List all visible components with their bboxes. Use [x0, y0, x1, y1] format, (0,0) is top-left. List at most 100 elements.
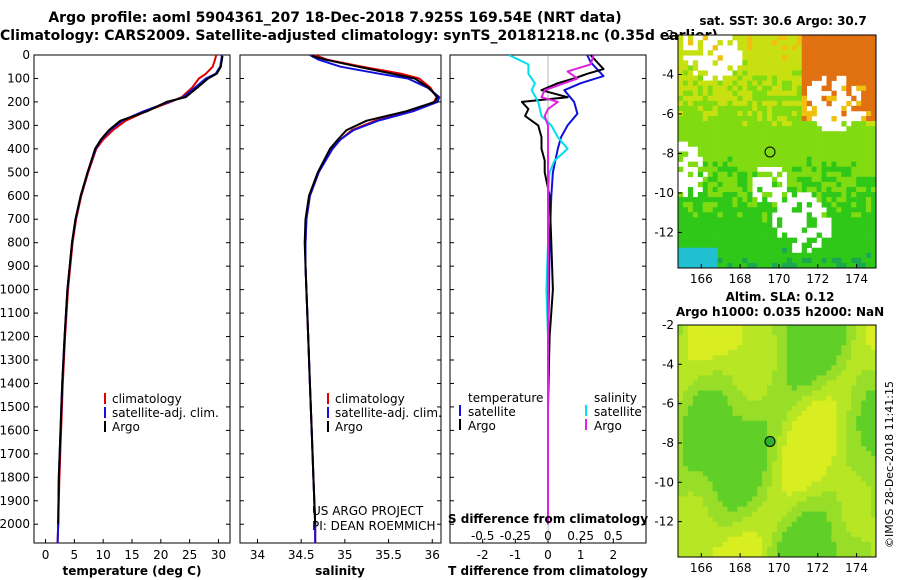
sst-map-cell [796, 80, 803, 86]
sst-map-cell [836, 192, 842, 198]
sst-map-cell [697, 257, 704, 264]
sla-map-cell [806, 491, 812, 497]
sst-map-cell [777, 90, 783, 97]
sst-map-cell [781, 40, 788, 46]
sst-map-cell [707, 171, 713, 178]
sst-map-cell [841, 197, 847, 203]
sla-map-cell [762, 425, 768, 432]
sst-map-cell [826, 131, 832, 137]
sla-map-cell [826, 491, 832, 497]
sst-map-cell [678, 90, 684, 97]
sst-map-cell [702, 70, 708, 76]
sst-map-cell [707, 217, 713, 223]
sla-map-cell [678, 415, 684, 422]
sla-map-cell [702, 390, 708, 396]
sst-map-cell [871, 80, 877, 86]
sla-map-cell [846, 501, 852, 507]
sst-map-cell [836, 70, 842, 76]
sla-map-cell [821, 521, 827, 528]
sst-map-cell [786, 100, 793, 107]
sst-map-cell [816, 65, 822, 71]
sla-map-cell [816, 486, 822, 492]
sla-map-cell [692, 350, 699, 356]
sla-map-cell [712, 521, 718, 528]
sla-map-cell [816, 330, 822, 336]
sla-map-cell [757, 350, 763, 356]
sst-map-cell [717, 212, 723, 218]
sst-map-cell [781, 55, 788, 61]
sla-map-cell [856, 526, 862, 533]
sst-map-cell [747, 105, 753, 112]
sst-map-cell [747, 55, 753, 61]
sla-map-cell [841, 350, 847, 356]
sla-map-cell [836, 345, 842, 351]
sla-map-cell [767, 410, 773, 417]
sst-map-cell [781, 60, 788, 66]
sla-map-cell [801, 471, 807, 477]
sst-map-cell [682, 60, 689, 66]
sst-map-cell [707, 197, 713, 203]
sla-map-cell [861, 521, 867, 528]
sst-map-cell [861, 192, 867, 198]
sst-map-cell [757, 252, 763, 259]
sst-map-cell [762, 45, 768, 51]
sst-map-cell [687, 50, 694, 56]
sla-map-cell [707, 506, 713, 512]
sla-map-cell [836, 441, 842, 447]
sst-map-cell [747, 207, 753, 213]
sla-map-cell [757, 400, 763, 406]
sla-map-cell [702, 471, 708, 477]
sla-map-cell [692, 516, 699, 522]
sst-map-ytick-label: -6 [662, 107, 674, 121]
sst-map-cell [767, 90, 773, 97]
sst-map-cell [752, 242, 758, 249]
sla-map-cell [836, 400, 842, 406]
sst-map-cell [851, 121, 857, 127]
sla-map-cell [816, 551, 822, 558]
sst-map-cell [786, 186, 793, 193]
sla-map-cell [697, 491, 704, 497]
sla-map-cell [757, 375, 763, 381]
sst-map-cell [747, 192, 753, 198]
sla-map-cell [752, 531, 758, 538]
sla-map-cell [762, 365, 768, 371]
sla-map-cell [821, 360, 827, 366]
sst-map-cell [781, 121, 788, 127]
sla-map-cell [791, 340, 798, 346]
sla-map-cell [687, 415, 694, 422]
sst-map-cell [737, 95, 743, 102]
sla-map-cell [732, 451, 738, 457]
sst-map-cell [816, 50, 822, 56]
sla-map-cell [678, 350, 684, 356]
sst-map-cell [796, 116, 803, 122]
sla-map-cell [772, 526, 778, 533]
sst-map-cell [687, 75, 694, 81]
sla-map-cell [796, 471, 803, 477]
sst-map-cell [757, 237, 763, 243]
sst-map-cell [866, 70, 872, 76]
sla-map-cell [732, 325, 738, 331]
sst-map-cell [781, 80, 788, 86]
sst-map-cell [687, 252, 694, 259]
sla-map-cell [757, 506, 763, 512]
sst-map-cell [841, 146, 847, 152]
sst-map-cell [861, 65, 867, 71]
sla-map-cell [866, 325, 872, 331]
sla-map-cell [742, 370, 748, 376]
sst-map-cell [752, 105, 758, 112]
sla-map-cell [841, 516, 847, 522]
sst-map-cell [861, 95, 867, 102]
sla-map-cell [772, 491, 778, 497]
sla-map-cell [682, 375, 689, 381]
sla-map-cell [831, 471, 837, 477]
sst-map-cell [692, 105, 699, 112]
sla-map-cell [707, 335, 713, 341]
sst-map-cell [816, 45, 822, 51]
sla-map-cell [791, 506, 798, 512]
sst-map-cell [836, 242, 842, 249]
sla-map-cell [871, 501, 877, 507]
sla-map-cell [836, 471, 842, 477]
sst-map-cell [747, 116, 753, 122]
sst-map-cell [702, 217, 708, 223]
sst-map-cell [757, 126, 763, 132]
